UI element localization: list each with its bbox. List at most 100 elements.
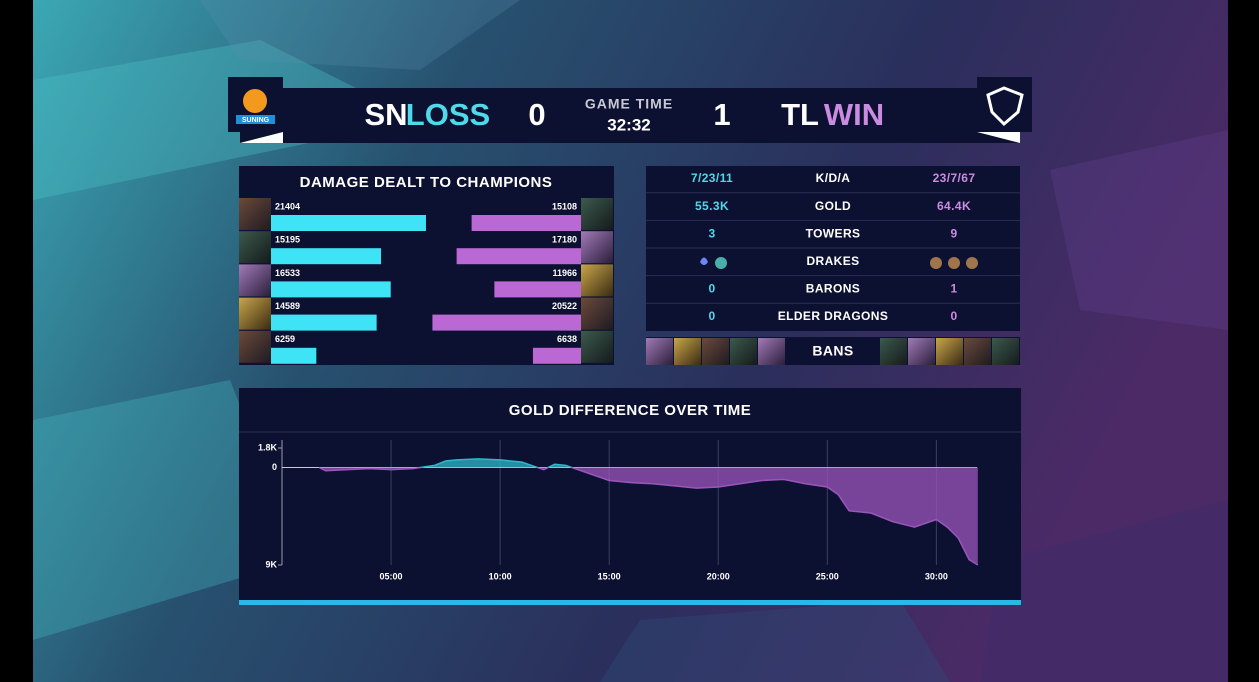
champion-portrait xyxy=(239,330,271,363)
ban-portrait xyxy=(674,338,701,365)
stat-right: 0 xyxy=(950,309,957,323)
stat-left: 0 xyxy=(708,309,715,323)
stat-label: K/D/A xyxy=(816,171,851,185)
game-time-label: GAME TIME xyxy=(585,96,673,112)
value-label: 15108 xyxy=(552,201,577,211)
ban-portrait xyxy=(758,338,785,365)
champion-portrait xyxy=(581,297,613,330)
team-result: LOSS xyxy=(406,97,490,132)
logo-banner xyxy=(236,115,275,124)
x-tick-label: 20:00 xyxy=(707,571,730,581)
panel-title: GOLD DIFFERENCE OVER TIME xyxy=(509,402,752,419)
y-tick-label: 9K xyxy=(265,559,277,569)
bar xyxy=(271,248,382,265)
bar xyxy=(456,248,581,265)
drake-icon xyxy=(700,257,708,265)
bar xyxy=(271,314,377,331)
bans-label: BANS xyxy=(812,343,853,359)
team-result: WIN xyxy=(824,97,884,132)
logo-accent xyxy=(977,132,1020,143)
letterbox xyxy=(1228,0,1259,682)
stat-label: DRAKES xyxy=(806,254,859,268)
bar xyxy=(271,347,317,364)
bg-shape xyxy=(200,0,520,70)
ban-portrait xyxy=(702,338,729,365)
ban-portrait xyxy=(992,338,1019,365)
value-label: 20522 xyxy=(552,301,577,311)
stat-label: ELDER DRAGONS xyxy=(778,309,889,323)
team-tag: SN xyxy=(364,97,407,132)
x-tick-label: 30:00 xyxy=(925,571,948,581)
champion-portrait xyxy=(239,231,271,264)
stat-right: 64.4K xyxy=(937,199,971,213)
drake-icons xyxy=(700,257,978,269)
gold-panel: GOLD DIFFERENCE OVER TIME 05:00 10:00 15:0… xyxy=(239,388,1021,605)
accent-bar xyxy=(239,600,1021,605)
stats-panel: BANS K/D/A 7/23/11 23/7/67 GOLD 55.3K 64.4K TO… xyxy=(646,166,1020,365)
stat-right: 23/7/67 xyxy=(933,171,976,185)
x-tick-label: 25:00 xyxy=(816,571,839,581)
x-tick-label: 10:00 xyxy=(489,571,512,581)
stat-left: 55.3K xyxy=(695,199,729,213)
team-tag: TL xyxy=(781,97,819,132)
champion-portrait xyxy=(239,198,271,230)
bg-shape xyxy=(33,40,420,200)
drake-icon xyxy=(966,257,978,269)
value-label: 17180 xyxy=(552,235,577,245)
team-score: 1 xyxy=(713,97,730,132)
bar xyxy=(271,281,391,298)
bar xyxy=(471,215,581,231)
drake-icon xyxy=(948,257,960,269)
x-tick-label: 05:00 xyxy=(380,571,403,581)
bg-shape xyxy=(980,500,1228,682)
value-label: 6259 xyxy=(275,334,295,344)
stat-label: TOWERS xyxy=(806,226,861,240)
stat-left: 0 xyxy=(708,282,715,296)
damage-panel: DAMAGE DEALT TO CHAMPIONS 21404 15195 1653… xyxy=(239,166,614,365)
bar xyxy=(432,314,581,331)
letterbox xyxy=(0,0,33,682)
y-tick-label: 1.8K xyxy=(258,442,278,452)
champion-portrait xyxy=(239,297,271,330)
team-score: 0 xyxy=(528,97,545,132)
ban-portrait xyxy=(646,338,673,365)
drake-icon xyxy=(715,257,727,269)
champion-portrait xyxy=(581,264,613,297)
champion-portrait xyxy=(581,330,613,363)
value-label: 6638 xyxy=(557,334,577,344)
stat-label: BARONS xyxy=(806,282,860,296)
stat-right: 9 xyxy=(950,226,957,240)
panel xyxy=(239,166,614,365)
header-bar xyxy=(240,88,1020,143)
champion-portrait xyxy=(239,264,271,297)
y-tick-label: 0 xyxy=(272,462,277,472)
bar xyxy=(271,215,426,231)
logo-icon xyxy=(986,86,1024,127)
stat-left: 7/23/11 xyxy=(691,171,733,185)
ban-portrait xyxy=(936,338,963,365)
value-label: 21404 xyxy=(275,201,300,211)
bg-shape xyxy=(1050,130,1228,330)
stat-right: 1 xyxy=(950,282,957,296)
logo-text: SUNING xyxy=(242,117,270,124)
champion-portrait xyxy=(581,231,613,264)
line xyxy=(318,458,979,566)
ban-portrait xyxy=(964,338,991,365)
bar xyxy=(494,281,581,298)
ban-portrait xyxy=(730,338,757,365)
bg-shape xyxy=(600,600,950,682)
logo-accent xyxy=(240,132,283,143)
bar xyxy=(532,347,581,364)
header: SUNING SN LOSS 0 GAME TIME 32:32 1 TL WI… xyxy=(228,77,1032,143)
value-label: 15195 xyxy=(275,235,300,245)
ban-portrait xyxy=(908,338,935,365)
logo-icon xyxy=(243,89,267,113)
value-label: 16533 xyxy=(275,268,300,278)
stat-left: 3 xyxy=(708,226,715,240)
value-label: 14589 xyxy=(275,301,300,311)
champion-portrait xyxy=(581,198,613,230)
x-tick-label: 15:00 xyxy=(598,571,621,581)
game-time: 32:32 xyxy=(607,115,650,134)
value-label: 11966 xyxy=(552,268,577,278)
